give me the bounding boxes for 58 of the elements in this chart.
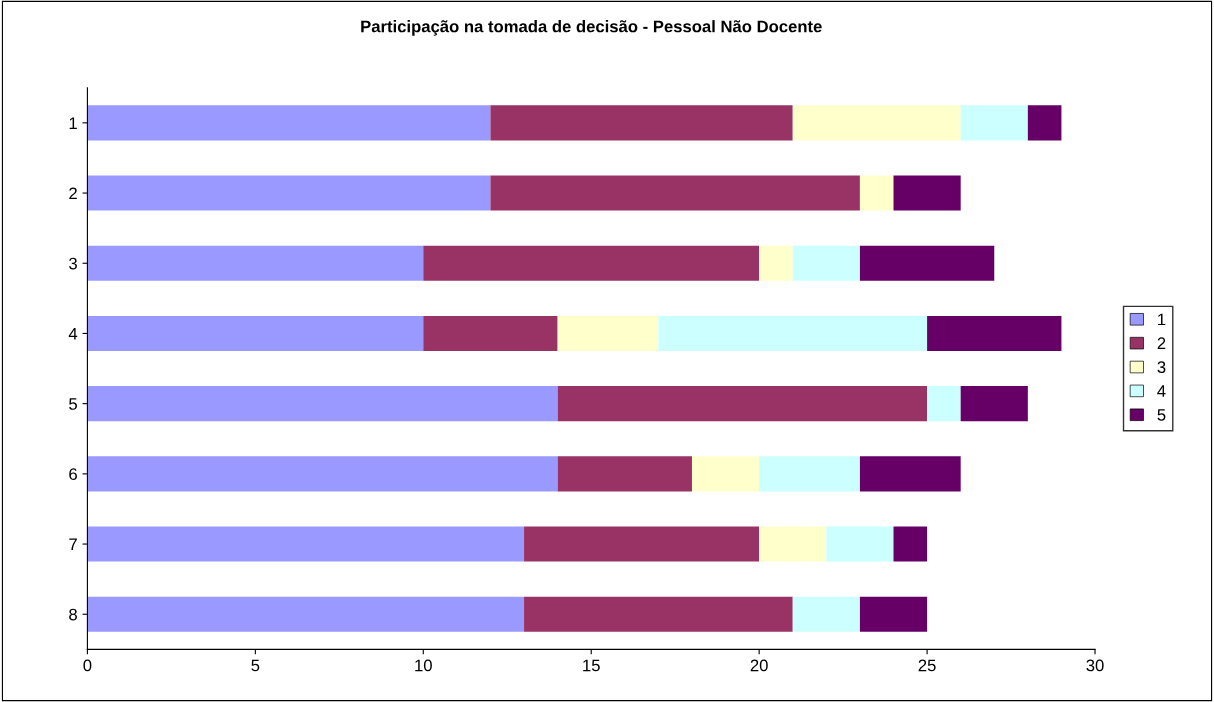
y-tick-label: 4	[68, 328, 78, 340]
y-tick-label: 7	[69, 538, 77, 551]
x-tick-label: 10	[415, 659, 432, 672]
bar	[87, 526, 525, 562]
bar	[759, 245, 793, 281]
y-tick-label: 6	[69, 468, 77, 481]
bar	[524, 596, 793, 632]
y-tick-label: 1	[69, 117, 77, 129]
bar	[524, 526, 760, 562]
legend-label: 3	[1157, 361, 1166, 374]
bar	[691, 456, 760, 492]
bar	[759, 526, 827, 562]
bar	[759, 456, 860, 492]
bar	[423, 245, 760, 281]
bar	[893, 175, 961, 211]
bar	[658, 315, 928, 351]
bar	[792, 245, 860, 281]
bar	[87, 456, 558, 492]
x-tick-label: 15	[583, 659, 600, 672]
bar	[1027, 105, 1062, 141]
bar	[87, 315, 424, 351]
chart-title: Participação na tomada de decisão - Pessoal Não Docente	[361, 20, 822, 36]
bar	[927, 315, 1062, 351]
bar	[490, 105, 793, 141]
bar	[557, 315, 659, 351]
bar	[826, 526, 894, 562]
x-tick-label: 5	[251, 659, 260, 672]
y-tick-label: 2	[69, 187, 77, 200]
x-tick-label: 25	[918, 659, 936, 672]
legend-label: 5	[1157, 409, 1166, 421]
bar	[859, 175, 894, 211]
legend-label: 1	[1158, 313, 1166, 326]
bar	[87, 386, 558, 422]
x-tick-label: 30	[1086, 659, 1104, 672]
bar	[893, 526, 928, 562]
y-tick-label: 5	[69, 398, 77, 410]
bar	[87, 105, 491, 141]
bar	[859, 245, 995, 281]
bar	[859, 596, 928, 632]
y-tick-label: 3	[69, 257, 77, 270]
bar	[423, 315, 558, 351]
bar	[792, 105, 961, 141]
bar	[792, 596, 860, 632]
bar	[87, 596, 525, 632]
bar	[960, 105, 1028, 141]
bar	[87, 245, 424, 281]
legend-label: 4	[1157, 385, 1166, 397]
bar	[557, 386, 928, 422]
bar	[557, 456, 692, 492]
y-tick-label: 8	[69, 608, 77, 621]
x-tick-label: 20	[750, 659, 768, 672]
bar	[859, 456, 961, 492]
bar	[960, 386, 1028, 422]
bar	[927, 386, 961, 422]
x-tick-label: 0	[83, 659, 92, 672]
legend-label: 2	[1157, 337, 1166, 349]
bar	[87, 175, 491, 211]
bar	[490, 175, 860, 211]
